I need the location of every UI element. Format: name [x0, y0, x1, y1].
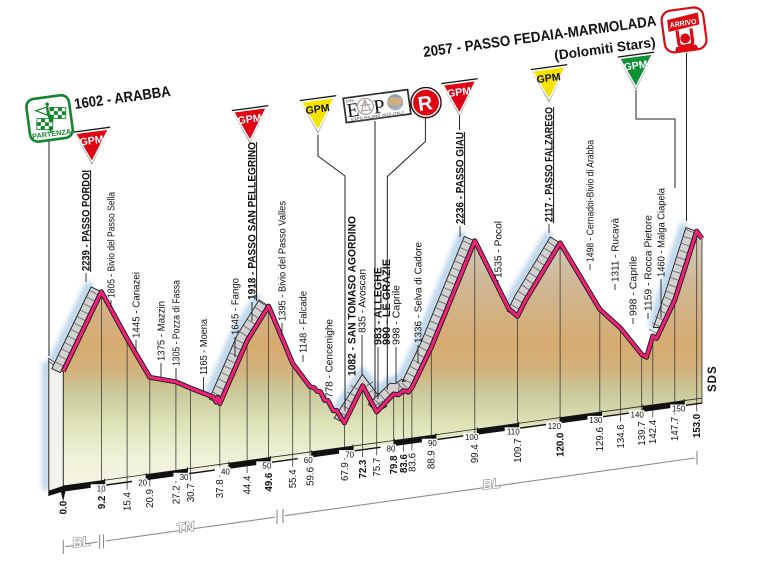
svg-text:109.7: 109.7 [513, 439, 524, 463]
svg-text:BL: BL [71, 533, 91, 550]
svg-text:EXPO MILANO 2015-ITALY: EXPO MILANO 2015-ITALY [351, 111, 405, 122]
svg-text:79.8: 79.8 [389, 455, 400, 474]
svg-text:R: R [417, 92, 435, 116]
svg-text:1498 - Cernadoi-Bivio di Arabb: 1498 - Cernadoi-Bivio di Arabba [585, 140, 596, 262]
svg-text:GPM: GPM [623, 58, 649, 73]
svg-text:1159 - Rocca Pietore: 1159 - Rocca Pietore [643, 215, 654, 311]
svg-text:59.6: 59.6 [305, 467, 316, 486]
svg-text:2239 - PASSO PORDOI: 2239 - PASSO PORDOI [80, 170, 92, 271]
svg-text:27.2: 27.2 [171, 485, 182, 504]
svg-text:80: 80 [387, 445, 396, 454]
svg-text:E: E [345, 99, 360, 122]
svg-text:20.9: 20.9 [145, 489, 156, 508]
svg-text:1918 - PASSO SAN PELLEGRINO: 1918 - PASSO SAN PELLEGRINO [246, 142, 258, 300]
svg-text:1375 - Mazzin: 1375 - Mazzin [156, 301, 167, 361]
svg-text:83.6: 83.6 [407, 453, 418, 472]
svg-text:153.0: 153.0 [692, 414, 703, 438]
svg-text:139.7: 139.7 [637, 421, 648, 445]
svg-text:1535 - Pocol: 1535 - Pocol [493, 221, 504, 278]
svg-text:1148 - Falcade: 1148 - Falcade [298, 291, 309, 353]
svg-text:44.4: 44.4 [243, 475, 254, 494]
svg-text:120: 120 [548, 422, 562, 431]
svg-text:GPM: GPM [305, 102, 331, 117]
svg-text:835 - Avoscan: 835 - Avoscan [357, 269, 368, 333]
svg-text:GPM: GPM [536, 71, 562, 86]
svg-text:ARRIVO: ARRIVO [669, 17, 697, 30]
svg-text:49.6: 49.6 [264, 472, 275, 491]
svg-text:83.6: 83.6 [399, 453, 410, 472]
svg-text:142.4: 142.4 [648, 419, 659, 444]
svg-text:140: 140 [631, 410, 645, 419]
svg-text:90: 90 [428, 439, 437, 448]
svg-text:10: 10 [97, 484, 106, 493]
svg-text:BL: BL [481, 476, 501, 493]
svg-text:20: 20 [138, 479, 147, 488]
svg-text:40: 40 [221, 467, 230, 476]
svg-text:1460 - Malga Ciapela: 1460 - Malga Ciapela [656, 188, 667, 277]
svg-text:SDS: SDS [707, 365, 719, 392]
svg-text:1336 - Selva di Cadore: 1336 - Selva di Cadore [413, 242, 424, 343]
svg-text:70: 70 [345, 450, 354, 459]
svg-text:129.6: 129.6 [595, 427, 606, 451]
svg-text:15.4: 15.4 [123, 491, 134, 510]
svg-text:100: 100 [465, 433, 479, 442]
svg-text:120.0: 120.0 [556, 433, 567, 457]
svg-text:72.3: 72.3 [358, 459, 369, 478]
svg-text:0.0: 0.0 [59, 501, 70, 514]
svg-text:50: 50 [262, 462, 271, 471]
svg-text:998 - Caprile: 998 - Caprile [391, 285, 402, 345]
svg-text:1805 - Bivio del Passo Sella: 1805 - Bivio del Passo Sella [106, 192, 117, 298]
svg-text:99.4: 99.4 [470, 444, 481, 463]
svg-text:998 - Caprile: 998 - Caprile [628, 256, 639, 316]
svg-text:134.6: 134.6 [616, 424, 627, 448]
svg-text:GPM: GPM [79, 133, 105, 148]
svg-text:2117 - PASSO FALZAREGO: 2117 - PASSO FALZAREGO [543, 107, 555, 222]
svg-text:GPM: GPM [237, 112, 263, 127]
svg-text:2236 - PASSO GIAU: 2236 - PASSO GIAU [454, 132, 466, 224]
svg-text:60: 60 [304, 456, 313, 465]
svg-text:150: 150 [672, 405, 686, 414]
svg-text:55.4: 55.4 [288, 469, 299, 488]
svg-text:147.7: 147.7 [670, 417, 681, 441]
svg-text:30: 30 [180, 473, 189, 482]
svg-text:1305 - Pozza di Fassa: 1305 - Pozza di Fassa [171, 280, 182, 366]
svg-text:30.7: 30.7 [186, 483, 197, 502]
svg-text:110: 110 [507, 428, 520, 437]
svg-text:1082 - SAN TOMASO AGORDINO: 1082 - SAN TOMASO AGORDINO [346, 216, 358, 376]
svg-text:75.7: 75.7 [372, 458, 383, 477]
svg-text:67.9: 67.9 [340, 462, 351, 481]
svg-text:88.9: 88.9 [427, 450, 438, 469]
svg-text:1311 - Rucavà: 1311 - Rucavà [610, 218, 621, 282]
svg-text:130: 130 [589, 416, 603, 425]
svg-text:GPM: GPM [446, 85, 472, 100]
svg-text:P: P [372, 95, 386, 118]
svg-text:37.8: 37.8 [215, 479, 226, 498]
svg-text:TN: TN [175, 519, 195, 536]
svg-text:2015: 2015 [345, 98, 353, 103]
svg-text:1445 - Canazei: 1445 - Canazei [131, 272, 142, 338]
svg-text:1395 - Bivio del Passo Valles: 1395 - Bivio del Passo Valles [277, 201, 288, 321]
svg-text:1645 - Fango: 1645 - Fango [230, 278, 241, 335]
svg-text:1165 - Moena: 1165 - Moena [199, 319, 210, 375]
svg-text:9.2: 9.2 [97, 496, 108, 509]
svg-text:778 - Cencenighe: 778 - Cencenighe [324, 319, 335, 398]
